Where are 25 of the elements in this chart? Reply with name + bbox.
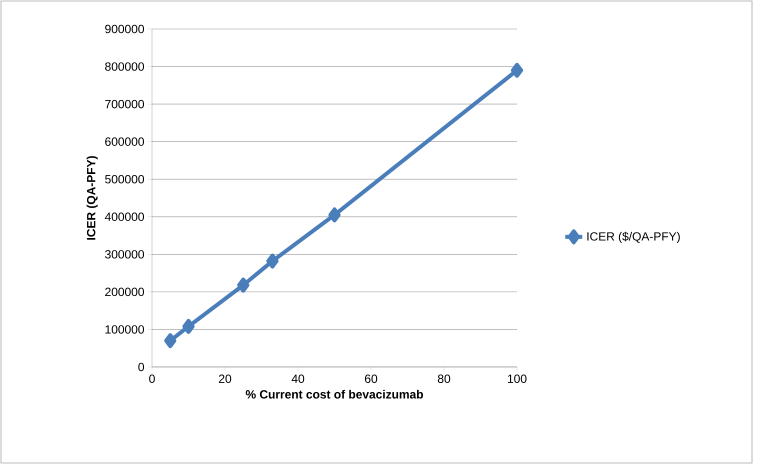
x-axis-title: % Current cost of bevacizumab [246,390,424,399]
point [237,278,250,293]
y-tick-label: 900000 [105,24,144,34]
x-tick-label: 100 [508,374,527,383]
point [164,333,176,348]
x-tick-label: 20 [218,374,232,383]
y-tick-label: 0 [138,362,144,372]
y-tick-label: 100000 [106,325,144,334]
y-tick-label: 200000 [105,288,144,296]
x-tick-label: 40 [292,374,304,383]
y-tick-label: 300000 [105,250,144,259]
y-tick-label: 400000 [104,212,144,221]
x-tick-label: 60 [364,374,378,383]
point [182,318,195,334]
y-tick-label: 600000 [105,137,144,146]
point [266,254,279,269]
y-tick-label: 500000 [105,174,144,184]
point [510,62,524,78]
point [328,207,341,222]
x-tick-label: 80 [438,374,450,383]
legend-label: ICER ($/QA-PFY) [587,232,680,244]
y-tick-label: 800000 [105,62,144,71]
y-axis-title: ICER (QA-PFY) [86,156,98,240]
x-tick-label: 0 [149,374,155,383]
y-tick-label: 700000 [105,100,144,108]
